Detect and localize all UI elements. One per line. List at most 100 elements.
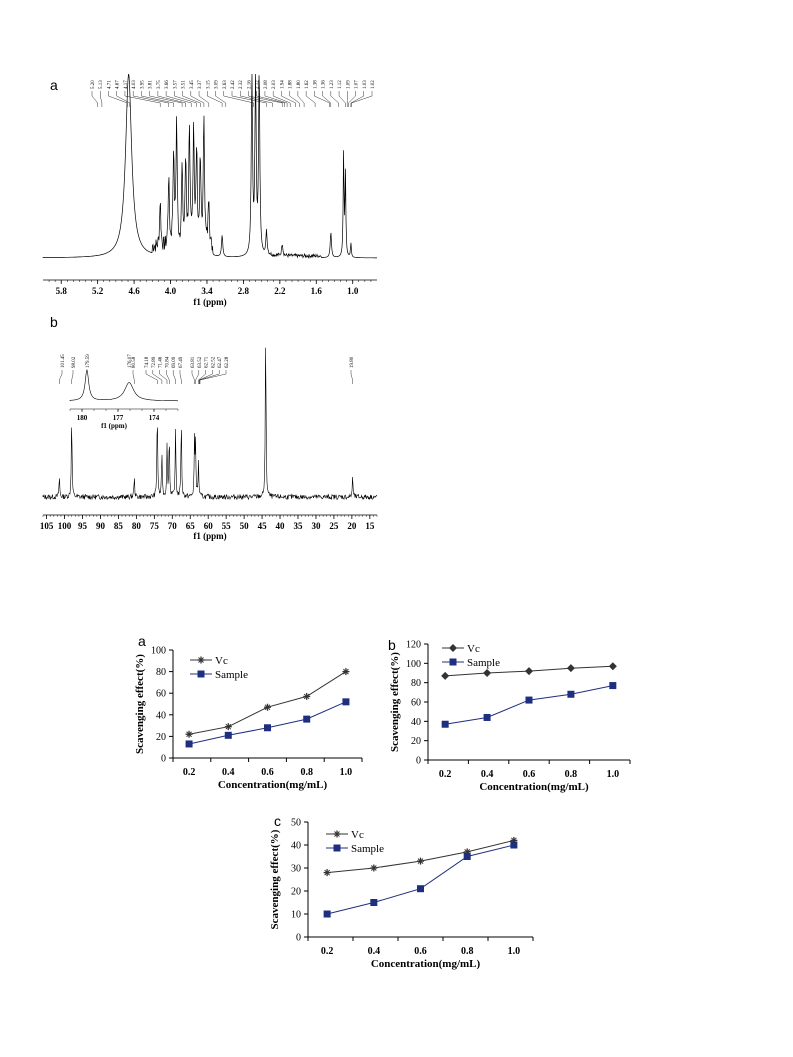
- chart-c-legend-label: Sample: [351, 843, 384, 855]
- chart-a-x-tick-label: 1.0: [340, 767, 353, 778]
- spectrum-a-peak-label: 3.57: [173, 80, 178, 89]
- chart-c-series-vc-point-stroke: [370, 865, 377, 871]
- spectrum-a-peak-leader: [116, 91, 131, 107]
- chart-b-y-label: Scavenging effect(%): [389, 652, 401, 752]
- spectrum-a-x-tick-label: 1.0: [347, 286, 359, 296]
- spectrum-a-peak-label: 2.12: [256, 80, 261, 89]
- spectrum-a-peak-leader: [240, 91, 273, 107]
- panel-label-b: b: [50, 314, 58, 330]
- chart-a-series-sample-point: [264, 724, 271, 732]
- chart-c-series-sample-line: [326, 844, 515, 915]
- panel-label-a: a: [50, 77, 58, 93]
- chart-a-series-vc-point: [185, 730, 193, 738]
- chart-c-x-tick-label: 0.6: [414, 946, 427, 957]
- chart-b-y-tick-label: 120: [406, 640, 421, 651]
- chart-c-y-tick-label: 0: [296, 933, 301, 944]
- spectrum-b-peak-leader: [191, 370, 195, 384]
- chart-b-y-tick-label: 40: [411, 717, 421, 728]
- chart-a-x-tick-label: 0.4: [222, 767, 235, 778]
- chart-b-y-tick-label: 20: [411, 736, 421, 747]
- inset-x-tick-label: 180: [77, 414, 88, 422]
- spectrum-b-x-tick-label: 60: [204, 521, 214, 531]
- spectrum-a-peak-leader: [281, 91, 296, 107]
- chart-c-series-sample-point: [323, 910, 331, 918]
- chart-a-legend-label: Vc: [215, 655, 228, 667]
- chart-a-y-tick-label: 0: [161, 754, 166, 765]
- spectrum-a-peak-leader: [330, 91, 339, 107]
- spectrum-a-peak-label: 1.09: [346, 80, 351, 89]
- chart-c-x-tick-label: 0.8: [461, 946, 474, 957]
- chart-b-y-tick-label: 80: [411, 678, 421, 689]
- chart-c-y-tick-label: 40: [291, 841, 301, 852]
- spectrum-a-peak-leader: [351, 91, 373, 107]
- chart-c-series-vc-point: [370, 864, 378, 872]
- spectrum-b-peak-label: 72.89: [152, 356, 157, 368]
- inset-x-tick-label: 174: [149, 414, 160, 422]
- spectrum-a-peak-label: 3.37: [198, 80, 203, 89]
- spectrum-a-peak-leader: [289, 91, 300, 107]
- spectrum-a-peak-label: 3.95: [140, 80, 145, 89]
- chart-c-series-sample-point: [417, 885, 424, 893]
- spectrum-b-x-tick-label: 35: [293, 521, 303, 531]
- chart-a-legend-marker-stroke: [198, 657, 204, 663]
- spectrum-b-peak-label: 101.45: [61, 354, 66, 368]
- spectrum-a-peak-leader: [149, 91, 183, 107]
- chart-a-y-tick-label: 100: [151, 646, 166, 657]
- chart-a-y-tick-label: 80: [156, 667, 166, 678]
- chart-a-series-vc-point: [342, 668, 350, 676]
- spectrum-a-peak-leader: [207, 91, 223, 107]
- spectrum-b-peak-label: 62.47: [218, 356, 223, 368]
- spectrum-a-peak-leader: [322, 91, 331, 107]
- chart-b-y-tick-label: 100: [406, 659, 421, 670]
- chart-a-y-tick-label: 60: [156, 689, 166, 700]
- spectrum-b-peak-leader: [71, 370, 74, 384]
- chart-a-x-tick-label: 0.6: [261, 767, 274, 778]
- spectrum-b-x-tick-label: 55: [222, 521, 232, 531]
- spectrum-b-peak-leader: [145, 370, 158, 384]
- chart-b-series-vc-point: [483, 669, 492, 677]
- spectrum-a-peak-leader: [198, 91, 210, 107]
- spectrum-a-peak-leader: [231, 91, 267, 107]
- spectrum-a-peak-leader: [165, 91, 192, 107]
- spectrum-a-peak-label: 1.23: [330, 80, 335, 89]
- spectrum-b-peak-leader: [199, 370, 227, 384]
- spectrum-b-peak-leader: [166, 370, 170, 384]
- spectrum-a-peak-label: 3.15: [206, 80, 211, 89]
- chart-a-y-tick-label: 40: [156, 710, 166, 721]
- spectrum-a-peak-label: 1.62: [305, 80, 310, 89]
- chart-a-legend-marker: [197, 656, 205, 664]
- spectrum-a-peak-leader: [350, 91, 364, 107]
- chart-c-y-tick-label: 30: [291, 864, 301, 875]
- chart-b-legend-marker: [449, 644, 457, 652]
- spectrum-a-peak-label: 4.17: [124, 80, 129, 89]
- chart-a-series-vc-point-stroke: [343, 668, 349, 675]
- spectrum-a-peak-leader: [174, 91, 197, 107]
- chart-c-series-vc-point-stroke: [417, 858, 424, 864]
- chart-a-series-vc-point: [303, 692, 311, 700]
- spectrum-b-peak-leader: [159, 370, 168, 384]
- chart-b-series-sample-point: [483, 713, 491, 721]
- spectrum-a-peak-label: 1.02: [371, 80, 376, 89]
- chart-b-x-tick-label: 0.4: [481, 769, 494, 780]
- chart-a-y-label: Scavenging effect(%): [134, 654, 146, 754]
- spectrum-b-peak-label: 19.80: [350, 356, 355, 368]
- spectrum-b-x-tick-label: 70: [168, 521, 178, 531]
- spectrum-a-peak-label: 2.03: [272, 80, 277, 89]
- spectrum-a-peak-label: 4.03: [132, 80, 137, 89]
- spectrum-a-peak-leader: [314, 91, 330, 107]
- chart-c-y-tick-label: 10: [291, 910, 301, 921]
- spectrum-a-peak-label: 3.66: [165, 80, 170, 89]
- chart-c-series-sample-point: [370, 899, 378, 906]
- chart-a-x-label: Concentration(mg/mL): [218, 779, 328, 791]
- spectrum-a-peak-label: 2.63: [223, 80, 228, 89]
- spectrum-b-peak-label: 63.52: [198, 356, 203, 368]
- spectrum-a-x-tick-label: 3.4: [201, 286, 213, 296]
- spectrum-a-peak-leader: [215, 91, 227, 107]
- spectrum-b-peak-leader: [132, 370, 135, 384]
- chart-b-series-vc-point: [608, 662, 617, 671]
- chart-a-x-tick-label: 0.2: [183, 767, 196, 778]
- chart-a-letter: a: [138, 633, 146, 649]
- spectrum-a-peak-leader: [264, 91, 288, 107]
- spectrum-a-peak-label: 2.16: [247, 80, 252, 89]
